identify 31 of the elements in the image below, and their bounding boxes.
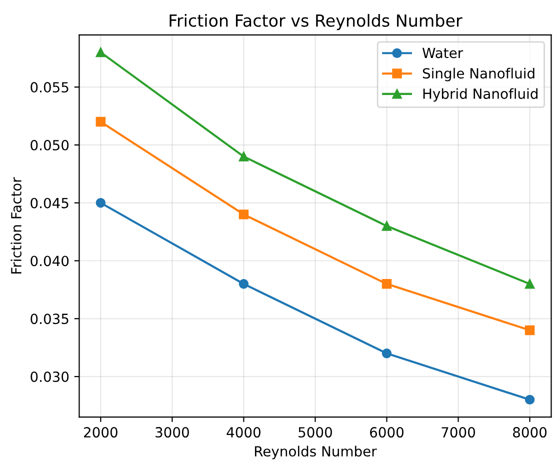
chart-title: Friction Factor vs Reynolds Number	[170, 14, 462, 30]
point	[524, 325, 535, 336]
y-tick-label: 0.040	[30, 256, 69, 266]
point	[382, 279, 392, 289]
x-tick-label: 2000	[84, 427, 118, 438]
point	[96, 198, 106, 208]
point	[238, 279, 249, 289]
legend-label: Hybrid Nanofluid	[423, 88, 538, 102]
x-tick-label: 6000	[370, 427, 404, 438]
x-axis-title: Reynolds Number	[254, 446, 377, 460]
point	[238, 152, 249, 162]
y-tick-label: 0.055	[30, 82, 68, 93]
y-tick-label: 0.050	[30, 140, 69, 150]
point	[382, 348, 392, 358]
y-tick-label: 0.035	[30, 314, 68, 324]
x-tick-label: 8000	[513, 427, 547, 438]
point	[524, 394, 535, 405]
y-tick-label: 0.045	[30, 198, 68, 208]
legend-label: Single Nanofluid	[422, 68, 534, 82]
point	[96, 47, 106, 58]
y-axis-title: Friction Factor	[10, 177, 22, 274]
point	[96, 116, 106, 127]
x-tick-label: 4000	[226, 427, 260, 438]
legend-label: Water	[422, 48, 464, 58]
x-tick-label: 5000	[298, 427, 332, 438]
point	[238, 210, 249, 220]
point	[382, 221, 392, 231]
y-tick-label: 0.030	[30, 372, 69, 382]
point	[524, 279, 535, 289]
x-tick-label: 3000	[156, 427, 189, 438]
x-tick-label: 7000	[442, 427, 476, 438]
